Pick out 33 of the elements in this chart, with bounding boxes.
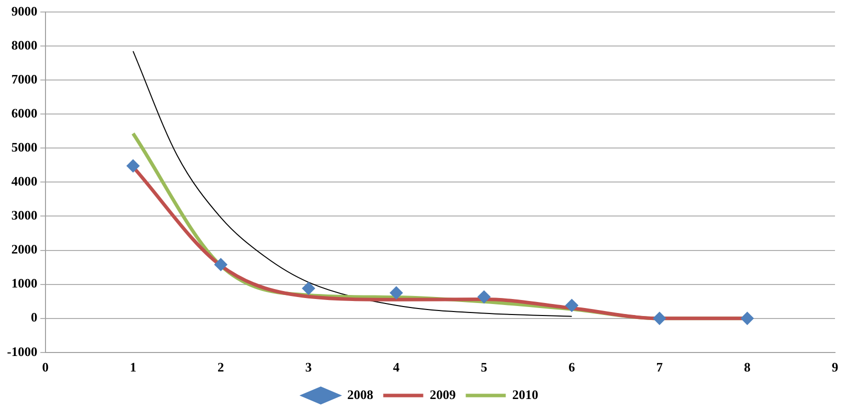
point [478,290,491,304]
y-tick-label: 1000 [11,276,38,291]
y-tick-label: 5000 [11,140,38,155]
point [126,159,140,172]
legend-label: 2008 [347,386,374,402]
x-tick-label: 7 [656,360,664,375]
y-tick-label: 9000 [11,3,38,18]
legend-label: 2009 [430,386,456,402]
x-tick-label: 5 [480,360,488,375]
point [653,312,666,325]
point [740,312,754,325]
point [302,282,316,295]
point [214,258,228,272]
x-tick-label: 1 [130,360,136,375]
x-tick-label: 0 [42,360,49,375]
x-tick-label: 2 [218,360,224,375]
x-tick-label: 4 [393,360,400,375]
x-tick-label: 9 [832,360,839,375]
y-tick-label: -1000 [6,344,38,359]
line-series [132,50,572,317]
point [565,298,578,312]
x-tick-label: 3 [305,360,312,375]
y-tick-label: 8000 [11,37,38,52]
x-tick-label: 8 [744,360,752,375]
y-tick-label: 6000 [11,105,38,120]
y-tick-label: 4000 [11,174,38,189]
y-tick-label: 3000 [11,208,38,223]
legend-label: 2010 [512,386,538,402]
y-tick-label: 7000 [11,71,38,86]
y-tick-label: 2000 [11,242,38,257]
point [390,286,403,300]
y-tick-label: 0 [30,310,38,325]
x-tick-label: 6 [568,360,576,375]
